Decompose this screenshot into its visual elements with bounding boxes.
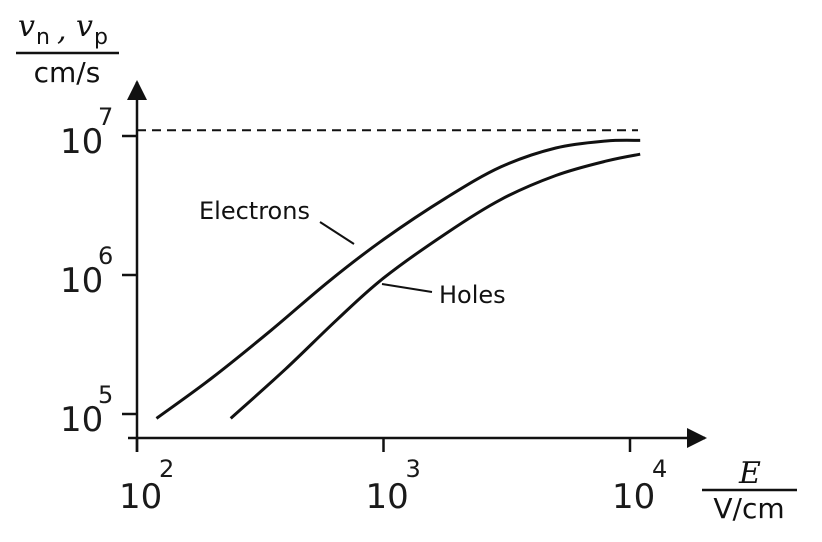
y-axis-symbol-1: v (18, 9, 35, 44)
y-tick-exponent: 6 (98, 242, 113, 270)
x-axis-symbol: E (738, 456, 761, 491)
x-tick-exponent: 2 (159, 455, 174, 483)
y-tick-label: 10 (60, 400, 103, 440)
electrons-curve (155, 138, 641, 420)
y-axis-unit: cm/s (34, 56, 101, 89)
x-axis-label: E V/cm (702, 456, 797, 525)
y-tick-exponent: 7 (98, 103, 113, 131)
electrons-label: Electrons (199, 197, 310, 225)
holes-leader-line (381, 283, 433, 293)
y-tick-label: 10 (60, 261, 103, 301)
holes-curve (229, 152, 641, 420)
x-tick-exponent: 3 (406, 455, 421, 483)
y-axis-subscript-p: p (94, 25, 108, 50)
electrons-leader-line (319, 221, 355, 245)
x-tick-label: 10 (119, 477, 162, 517)
x-tick-label: 10 (366, 477, 409, 517)
y-axis-symbol-2: v (76, 9, 93, 44)
y-axis-separator: , (57, 13, 67, 48)
x-tick-exponent: 4 (652, 455, 667, 483)
holes-label: Holes (439, 281, 506, 309)
x-axis-unit: V/cm (713, 492, 784, 525)
y-axis-label: v n , v p cm/s (16, 9, 119, 89)
x-tick-label: 10 (612, 477, 655, 517)
y-axis-subscript-n: n (36, 25, 50, 50)
y-tick-exponent: 5 (98, 381, 113, 409)
y-tick-label: 10 (60, 122, 103, 162)
